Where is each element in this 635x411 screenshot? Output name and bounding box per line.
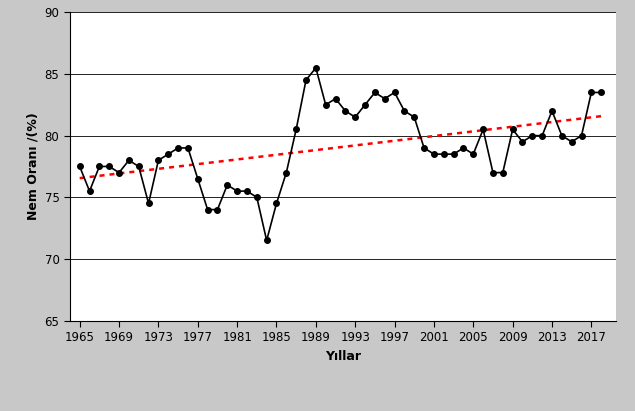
Yıllık Nem Oranı bbox=[312, 65, 319, 70]
Yıllık Nem Oranı bbox=[410, 115, 418, 120]
Y-axis label: Nem Oranı /(%): Nem Oranı /(%) bbox=[26, 113, 39, 220]
Yıllık Nem Oranı bbox=[164, 152, 172, 157]
Yıllık Nem Oranı bbox=[381, 96, 389, 101]
Line: Yıllık Nem Oranı: Yıllık Nem Oranı bbox=[77, 65, 604, 243]
Eğilim Çizgisi bbox=[76, 175, 83, 180]
Eğilim Çizgisi bbox=[598, 114, 605, 119]
Eğilim Çizgisi bbox=[430, 134, 438, 139]
Eğilim Çizgisi bbox=[164, 165, 172, 170]
X-axis label: Yıllar: Yıllar bbox=[325, 349, 361, 363]
Yıllık Nem Oranı bbox=[263, 238, 271, 243]
Yıllık Nem Oranı bbox=[283, 170, 290, 175]
Yıllık Nem Oranı bbox=[401, 109, 408, 113]
Line: Eğilim Çizgisi: Eğilim Çizgisi bbox=[79, 116, 601, 178]
Eğilim Çizgisi bbox=[361, 142, 369, 147]
Eğilim Çizgisi bbox=[381, 139, 389, 144]
Eğilim Çizgisi bbox=[272, 152, 280, 157]
Yıllık Nem Oranı bbox=[450, 152, 457, 157]
Yıllık Nem Oranı bbox=[76, 164, 83, 169]
Yıllık Nem Oranı bbox=[598, 90, 605, 95]
Eğilim Çizgisi bbox=[391, 138, 398, 143]
